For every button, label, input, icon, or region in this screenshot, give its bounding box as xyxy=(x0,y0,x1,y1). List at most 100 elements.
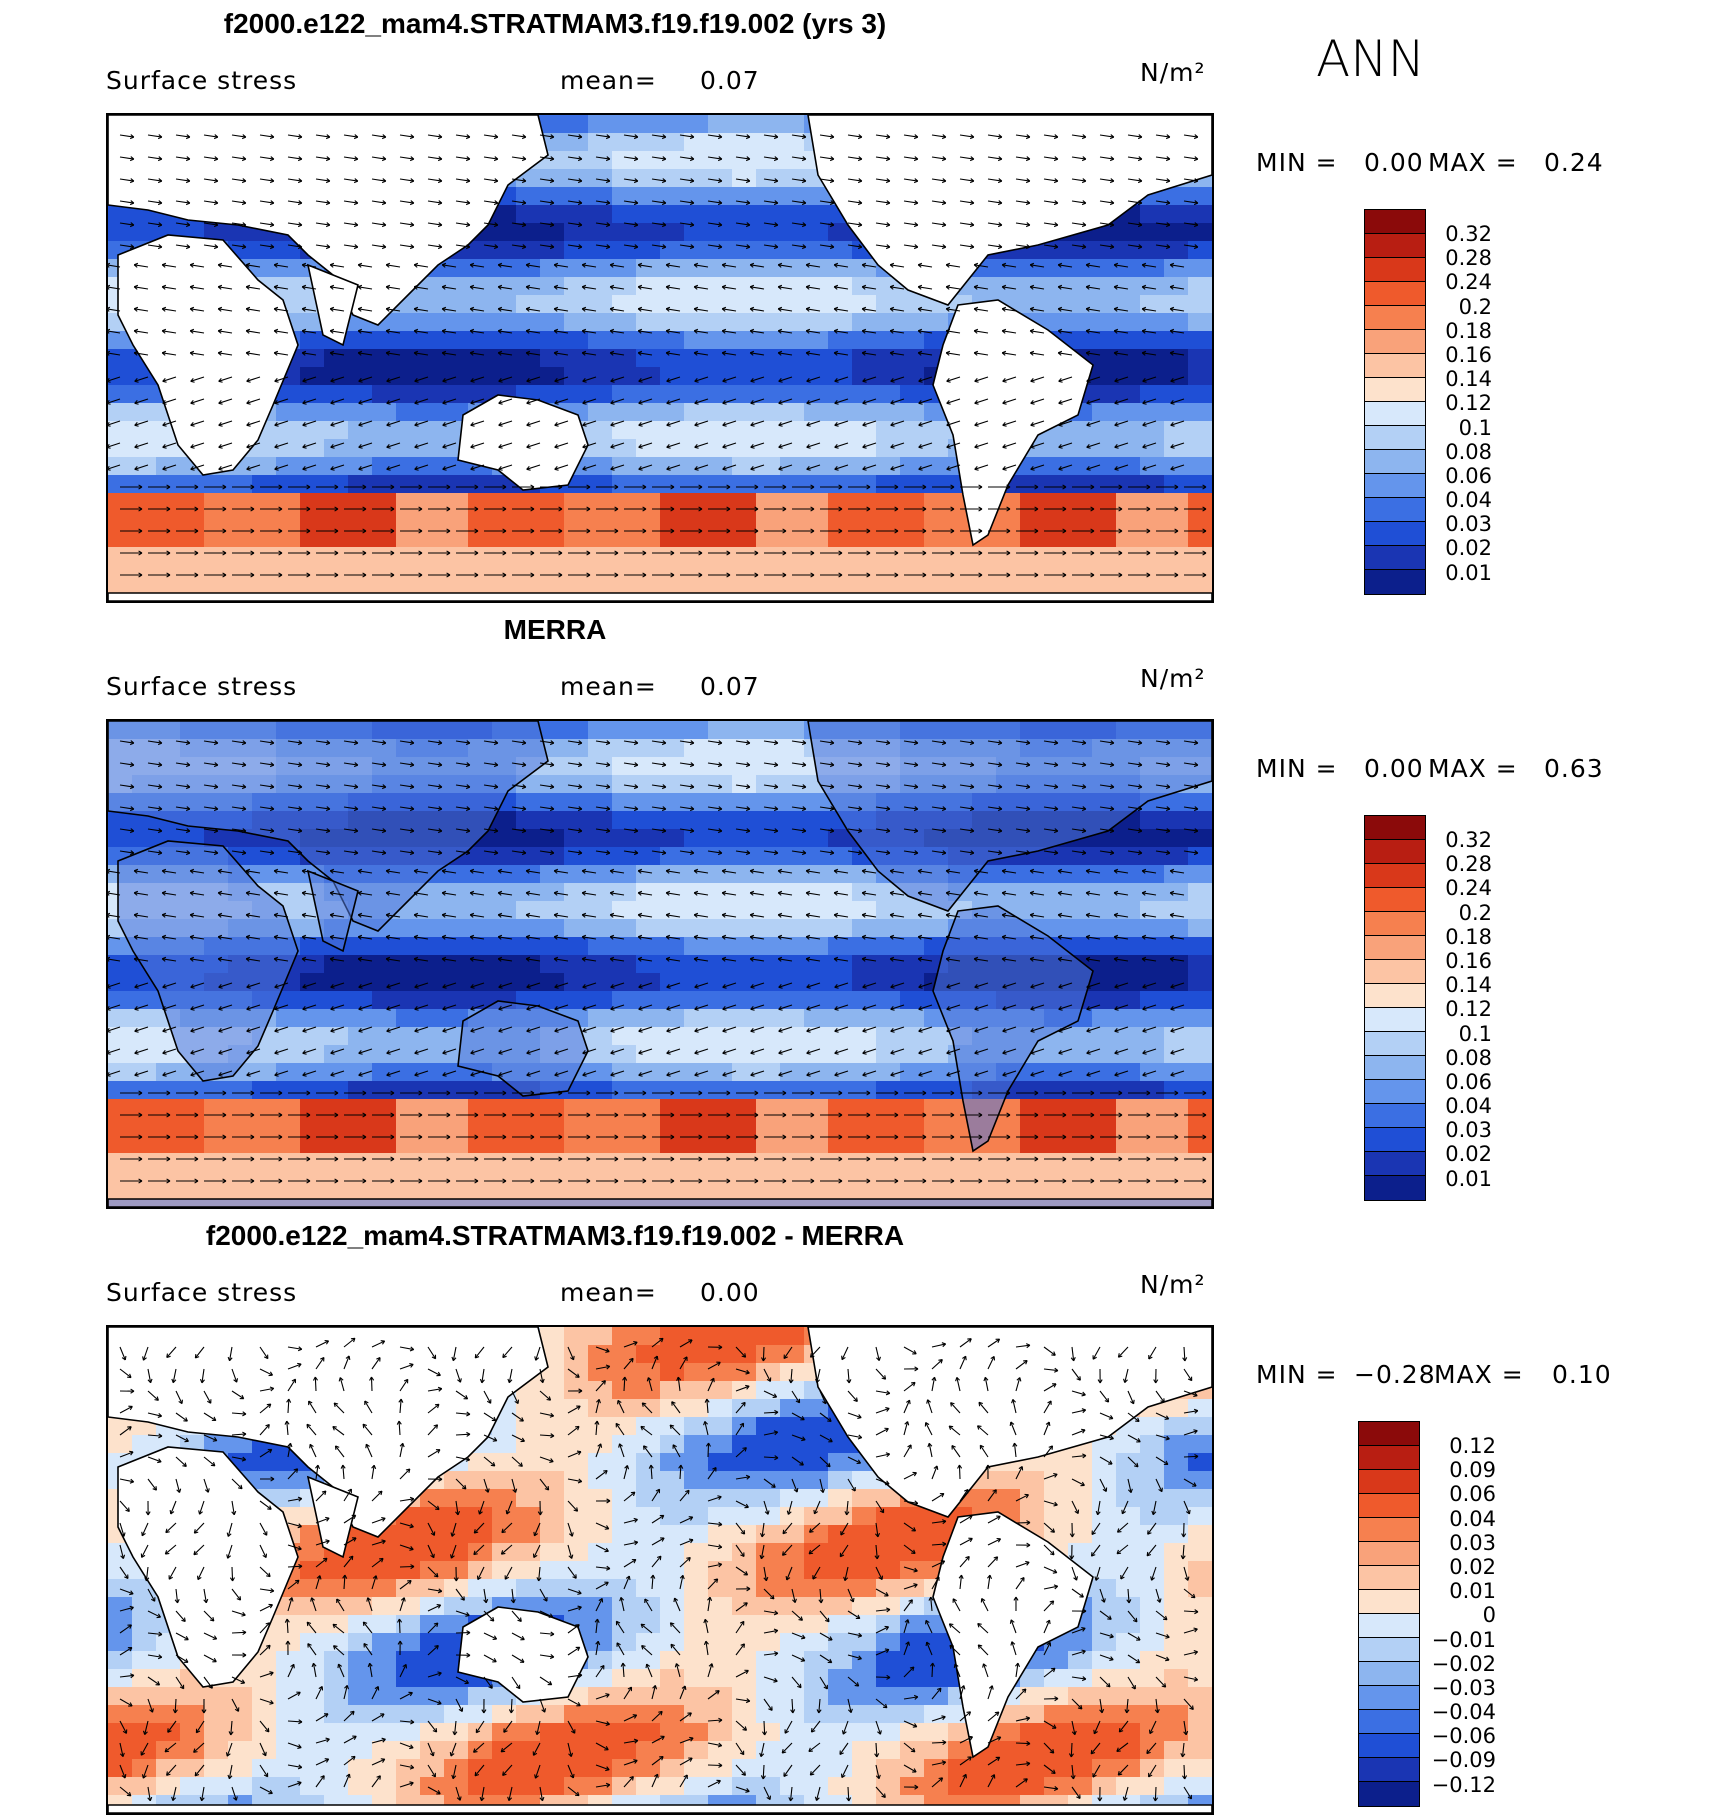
colorbar-tick-label: −0.01 xyxy=(1431,1627,1496,1652)
panel-3-colorbar-ticks: 0.12 0.09 0.06 0.04 0.03 0.02 0.01 0 −0.01 −0.02−… xyxy=(1424,1434,1496,1797)
colorbar-tick-label: 0.28 xyxy=(1445,852,1492,877)
panel-3-colorbar xyxy=(1358,1421,1420,1807)
colorbar-tick-label: 0.02 xyxy=(1449,1554,1496,1579)
colorbar-tick-label: 0.12 xyxy=(1449,1434,1496,1458)
colorbar-tick-label: 0.04 xyxy=(1449,1506,1496,1531)
colorbar-tick-label: −0.12 xyxy=(1431,1772,1496,1797)
panel-1-max-value: 0.24 xyxy=(1544,148,1604,177)
colorbar-tick-label: 0.08 xyxy=(1445,1045,1492,1070)
colorbar-swatch xyxy=(1365,912,1425,936)
colorbar-swatch xyxy=(1359,1710,1419,1734)
colorbar-tick-label: 0.14 xyxy=(1445,367,1492,392)
colorbar-swatch xyxy=(1365,282,1425,306)
panel-2-variable: Surface stress xyxy=(106,672,298,701)
colorbar-tick-label: 0.03 xyxy=(1449,1530,1496,1555)
colorbar-swatch xyxy=(1359,1470,1419,1494)
colorbar-tick-label: 0.03 xyxy=(1445,1118,1492,1143)
colorbar-swatch xyxy=(1365,522,1425,546)
colorbar-tick-label: 0.18 xyxy=(1445,924,1492,949)
colorbar-swatch xyxy=(1365,1032,1425,1056)
colorbar-swatch xyxy=(1359,1782,1419,1806)
panel-2-map xyxy=(106,719,1214,1209)
colorbar-swatch xyxy=(1365,330,1425,354)
colorbar-tick-label: 0.24 xyxy=(1445,876,1492,901)
colorbar-tick-label: 0.01 xyxy=(1449,1579,1496,1604)
colorbar-tick-label: 0.06 xyxy=(1445,463,1492,488)
colorbar-swatch xyxy=(1365,936,1425,960)
colorbar-tick-label: 0.1 xyxy=(1458,415,1492,440)
colorbar-swatch xyxy=(1365,306,1425,330)
panel-3-units: N/m² xyxy=(1140,1270,1206,1299)
panel-2-colorbar-ticks: 0.32 0.28 0.24 0.2 0.18 0.16 0.14 0.12 0.1 0.08 0.… xyxy=(1430,828,1492,1191)
colorbar-swatch xyxy=(1365,474,1425,498)
colorbar-tick-label: −0.06 xyxy=(1431,1724,1496,1749)
panel-2-title: MERRA xyxy=(503,614,607,645)
panel-1-colorbar xyxy=(1364,209,1426,595)
colorbar-tick-label: 0.2 xyxy=(1458,900,1492,925)
colorbar-tick-label: 0.04 xyxy=(1445,488,1492,513)
panel-1-title: f2000.e122_mam4.STRATMAM3.f19.f19.002 (y… xyxy=(223,8,887,39)
colorbar-swatch xyxy=(1365,960,1425,984)
colorbar-tick-label: −0.02 xyxy=(1431,1651,1496,1676)
colorbar-tick-label: 0.08 xyxy=(1445,439,1492,464)
colorbar-swatch xyxy=(1359,1590,1419,1614)
colorbar-swatch xyxy=(1365,378,1425,402)
colorbar-swatch xyxy=(1365,354,1425,378)
colorbar-swatch xyxy=(1365,888,1425,912)
panel-3-map xyxy=(106,1325,1214,1815)
panel-3-title: f2000.e122_mam4.STRATMAM3.f19.f19.002 - … xyxy=(205,1220,905,1251)
colorbar-tick-label: 0.01 xyxy=(1445,1166,1492,1191)
colorbar-swatch xyxy=(1359,1446,1419,1470)
colorbar-swatch xyxy=(1365,1104,1425,1128)
panel-2-max-value: 0.63 xyxy=(1544,754,1604,783)
continents xyxy=(108,1327,1212,1813)
panel-3-min-value: −0.28 xyxy=(1354,1360,1436,1389)
colorbar-tick-label: 0.02 xyxy=(1445,536,1492,561)
colorbar-tick-label: 0.2 xyxy=(1458,294,1492,319)
panel-2-colorbar xyxy=(1364,815,1426,1201)
colorbar-swatch xyxy=(1365,984,1425,1008)
colorbar-swatch xyxy=(1359,1662,1419,1686)
colorbar-swatch xyxy=(1365,1008,1425,1032)
colorbar-tick-label: 0 xyxy=(1482,1603,1496,1628)
colorbar-swatch xyxy=(1365,426,1425,450)
colorbar-tick-label: 0.04 xyxy=(1445,1094,1492,1119)
colorbar-swatch xyxy=(1365,402,1425,426)
panel-2-units: N/m² xyxy=(1140,664,1206,693)
panel-1-max-label: MAX = xyxy=(1428,148,1518,177)
colorbar-swatch xyxy=(1365,1080,1425,1104)
panel-2-min-label: MIN = xyxy=(1256,754,1338,783)
stress-vectors xyxy=(108,134,1207,578)
colorbar-swatch xyxy=(1365,1128,1425,1152)
panel-1-min-label: MIN = xyxy=(1256,148,1338,177)
stress-vectors xyxy=(119,1337,1199,1802)
colorbar-tick-label: 0.02 xyxy=(1445,1142,1492,1167)
colorbar-swatch xyxy=(1359,1734,1419,1758)
colorbar-tick-label: 0.09 xyxy=(1449,1458,1496,1483)
colorbar-tick-label: 0.32 xyxy=(1445,828,1492,852)
colorbar-swatch xyxy=(1359,1638,1419,1662)
panel-3-variable: Surface stress xyxy=(106,1278,298,1307)
colorbar-swatch xyxy=(1365,498,1425,522)
colorbar-swatch xyxy=(1365,1056,1425,1080)
panel-2-mean-label: mean= xyxy=(560,672,657,701)
colorbar-swatch xyxy=(1365,546,1425,570)
colorbar-tick-label: 0.16 xyxy=(1445,948,1492,973)
panel-3-max-label: MAX = xyxy=(1434,1360,1524,1389)
colorbar-tick-label: 0.14 xyxy=(1445,973,1492,998)
colorbar-swatch xyxy=(1365,864,1425,888)
colorbar-swatch xyxy=(1359,1494,1419,1518)
panel-3-mean-label: mean= xyxy=(560,1278,657,1307)
colorbar-swatch xyxy=(1359,1566,1419,1590)
colorbar-tick-label: 0.18 xyxy=(1445,318,1492,343)
panel-2-max-label: MAX = xyxy=(1428,754,1518,783)
colorbar-swatch xyxy=(1365,570,1425,594)
panel-1-colorbar-ticks: 0.32 0.28 0.24 0.2 0.18 0.16 0.14 0.12 0.1 0.08 0.… xyxy=(1430,222,1492,585)
panel-3-min-label: MIN = xyxy=(1256,1360,1338,1389)
colorbar-tick-label: 0.12 xyxy=(1445,997,1492,1022)
panel-1-variable: Surface stress xyxy=(106,66,298,95)
stress-vectors xyxy=(108,740,1207,1184)
panel-3-mean-value: 0.00 xyxy=(700,1278,760,1307)
colorbar-swatch xyxy=(1365,1152,1425,1176)
panel-2-min-value: 0.00 xyxy=(1364,754,1424,783)
